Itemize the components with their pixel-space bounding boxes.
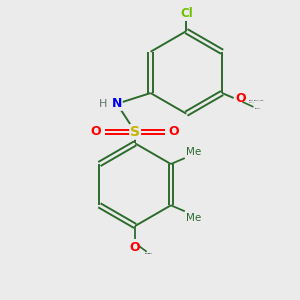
Text: methyl: methyl xyxy=(148,252,153,254)
Text: methoxy: methoxy xyxy=(249,102,255,103)
Text: methyl: methyl xyxy=(249,100,254,101)
Text: N: N xyxy=(112,97,122,110)
Text: Me: Me xyxy=(186,147,201,157)
Text: O: O xyxy=(91,125,101,138)
Text: Cl: Cl xyxy=(180,7,193,20)
Text: O: O xyxy=(169,125,179,138)
Text: S: S xyxy=(130,125,140,139)
Text: methoxy: methoxy xyxy=(144,252,151,254)
Text: O: O xyxy=(235,92,246,105)
Text: O: O xyxy=(130,241,140,254)
Text: Me: Me xyxy=(186,213,201,223)
Text: methoxy_label: methoxy_label xyxy=(254,99,265,101)
Text: methoxy: methoxy xyxy=(254,108,261,109)
Text: H: H xyxy=(99,99,108,109)
